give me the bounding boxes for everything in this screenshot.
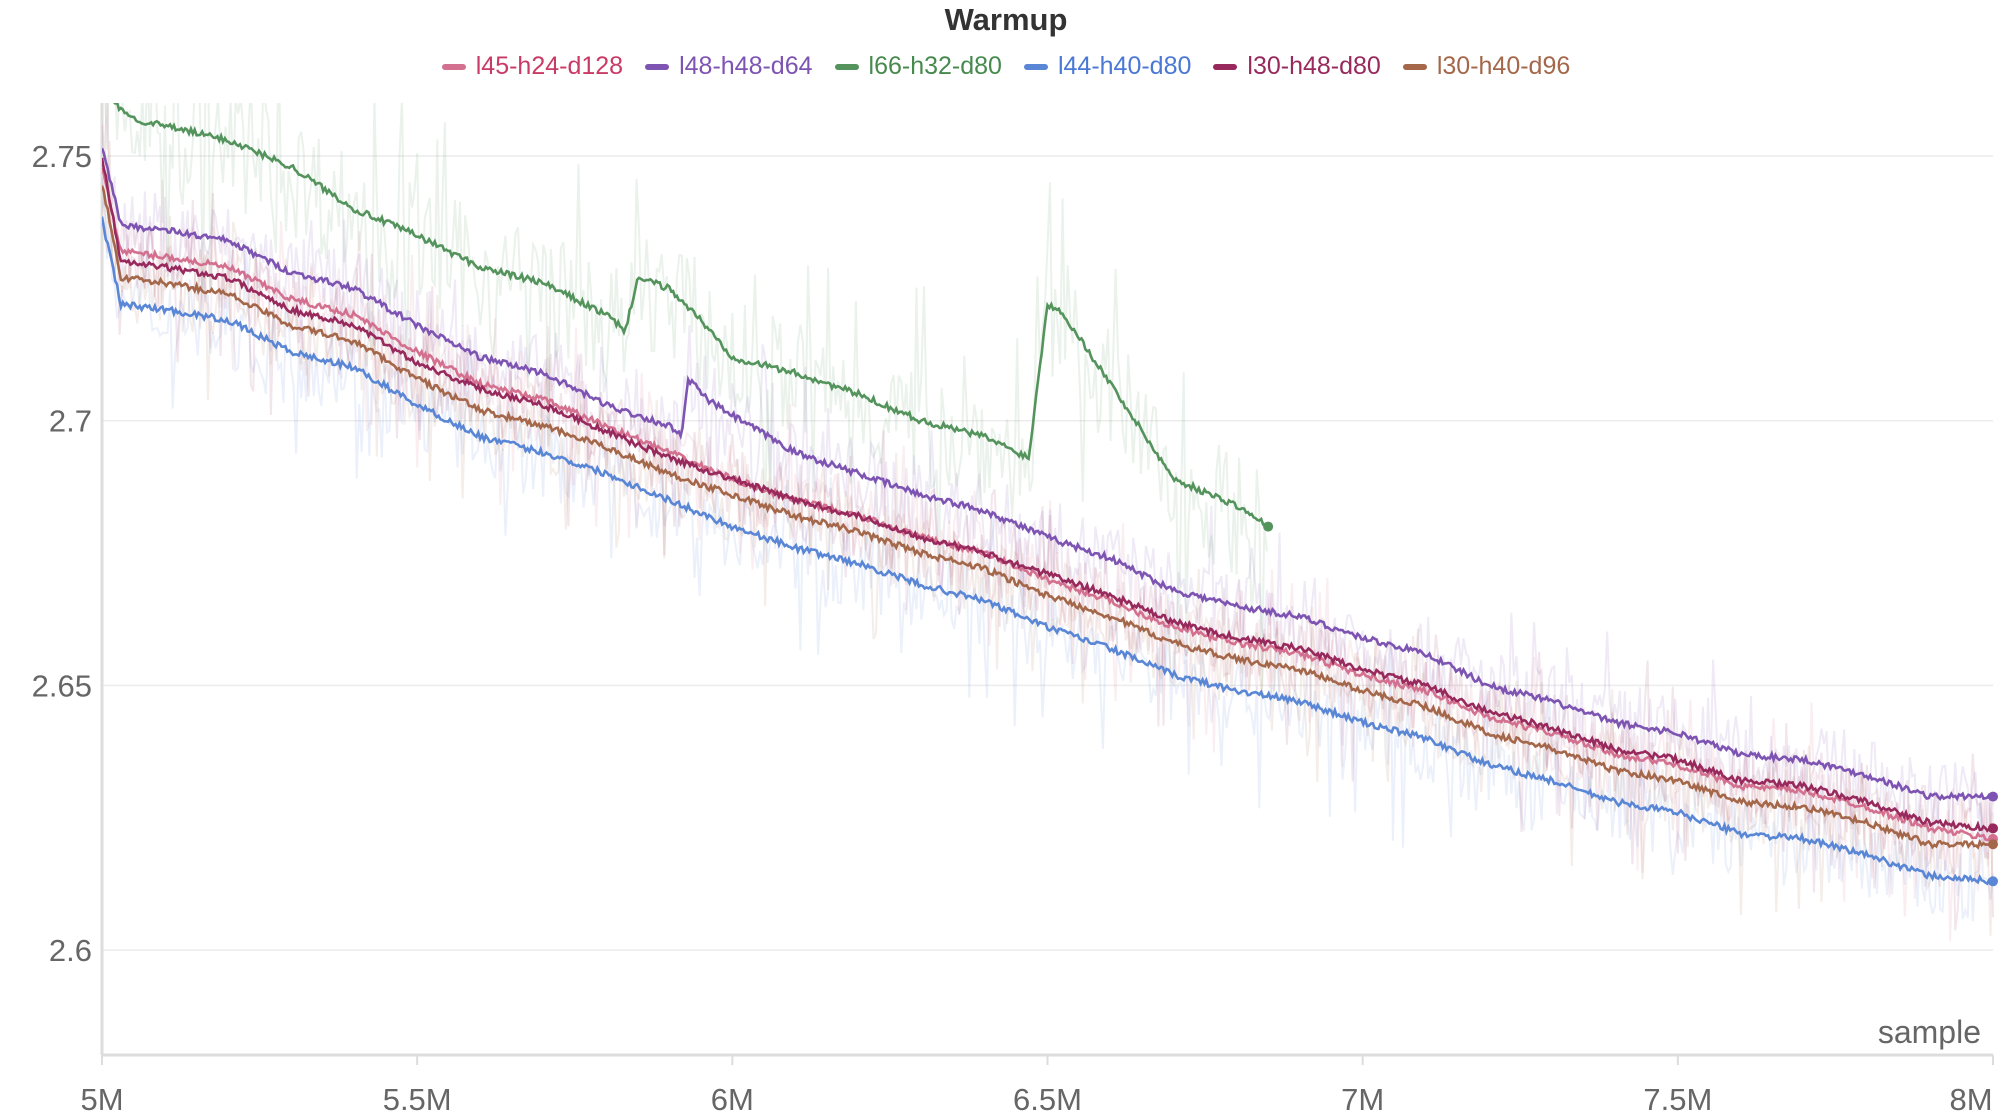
legend-item-l48-h48-d64[interactable]: l48-h48-d64: [645, 52, 813, 81]
x-tick-label: 8M: [1949, 1082, 1992, 1117]
x-tick-label: 6.5M: [1013, 1082, 1082, 1117]
series-line-l48-h48-d64: [102, 147, 1994, 802]
raw-series-l30-h40-d96: [102, 141, 1994, 936]
legend-label: l66-h32-d80: [868, 52, 1002, 80]
legend-label: l30-h40-d96: [1436, 52, 1571, 80]
chart-title: Warmup: [944, 2, 1068, 37]
legend-label: l48-h48-d64: [679, 52, 813, 80]
legend-swatch: [645, 63, 670, 70]
legend-swatch: [1213, 63, 1238, 70]
series-line-l66-h32-d80: [113, 103, 1269, 529]
legend-swatch: [441, 63, 466, 70]
legend-label: l44-h40-d80: [1057, 52, 1192, 80]
legend-label: l45-h24-d128: [475, 52, 624, 80]
legend-item-l45-h24-d128[interactable]: l45-h24-d128: [441, 52, 624, 81]
legend-swatch: [1402, 63, 1427, 70]
y-tick-label: 2.75: [32, 139, 92, 174]
legend-swatch: [1023, 63, 1048, 70]
y-tick-label: 2.7: [49, 404, 92, 439]
legend-item-l66-h32-d80[interactable]: l66-h32-d80: [834, 52, 1002, 81]
x-tick-label: 5.5M: [383, 1082, 452, 1117]
series-end-point-l66-h32-d80: [1263, 521, 1274, 532]
legend: l45-h24-d128 l48-h48-d64 l66-h32-d80 l44-h4…: [0, 52, 2012, 81]
legend-label: l30-h48-d80: [1247, 52, 1381, 80]
x-tick-label: 5M: [80, 1082, 123, 1117]
raw-series-l48-h48-d64: [102, 157, 1994, 888]
series-end-point-l48-h48-d64: [1988, 791, 1998, 802]
series-line-l30-h48-d80: [102, 157, 1995, 833]
legend-swatch: [834, 63, 859, 70]
x-tick-label: 7M: [1341, 1082, 1384, 1117]
x-tick-label: 7.5M: [1643, 1082, 1712, 1117]
series-line-l30-h40-d96: [102, 185, 1994, 850]
series-end-point-l30-h40-d96: [1988, 839, 1998, 850]
series-end-point-l44-h40-d80: [1988, 876, 1998, 887]
legend-item-l30-h40-d96[interactable]: l30-h40-d96: [1402, 52, 1571, 81]
raw-series-l44-h40-d80: [102, 192, 1994, 922]
series-line-l44-h40-d80: [102, 216, 1994, 886]
x-tick-label: 6M: [711, 1082, 754, 1117]
raw-series-l66-h32-d80: [104, 103, 1268, 690]
y-tick-label: 2.65: [32, 668, 92, 703]
y-tick-label: 2.6: [49, 933, 92, 968]
legend-item-l30-h48-d80[interactable]: l30-h48-d80: [1213, 52, 1381, 81]
x-axis-label: sample: [1878, 1014, 1981, 1050]
series-end-point-l30-h48-d80: [1988, 823, 1998, 834]
legend-item-l44-h40-d80[interactable]: l44-h40-d80: [1023, 52, 1192, 81]
